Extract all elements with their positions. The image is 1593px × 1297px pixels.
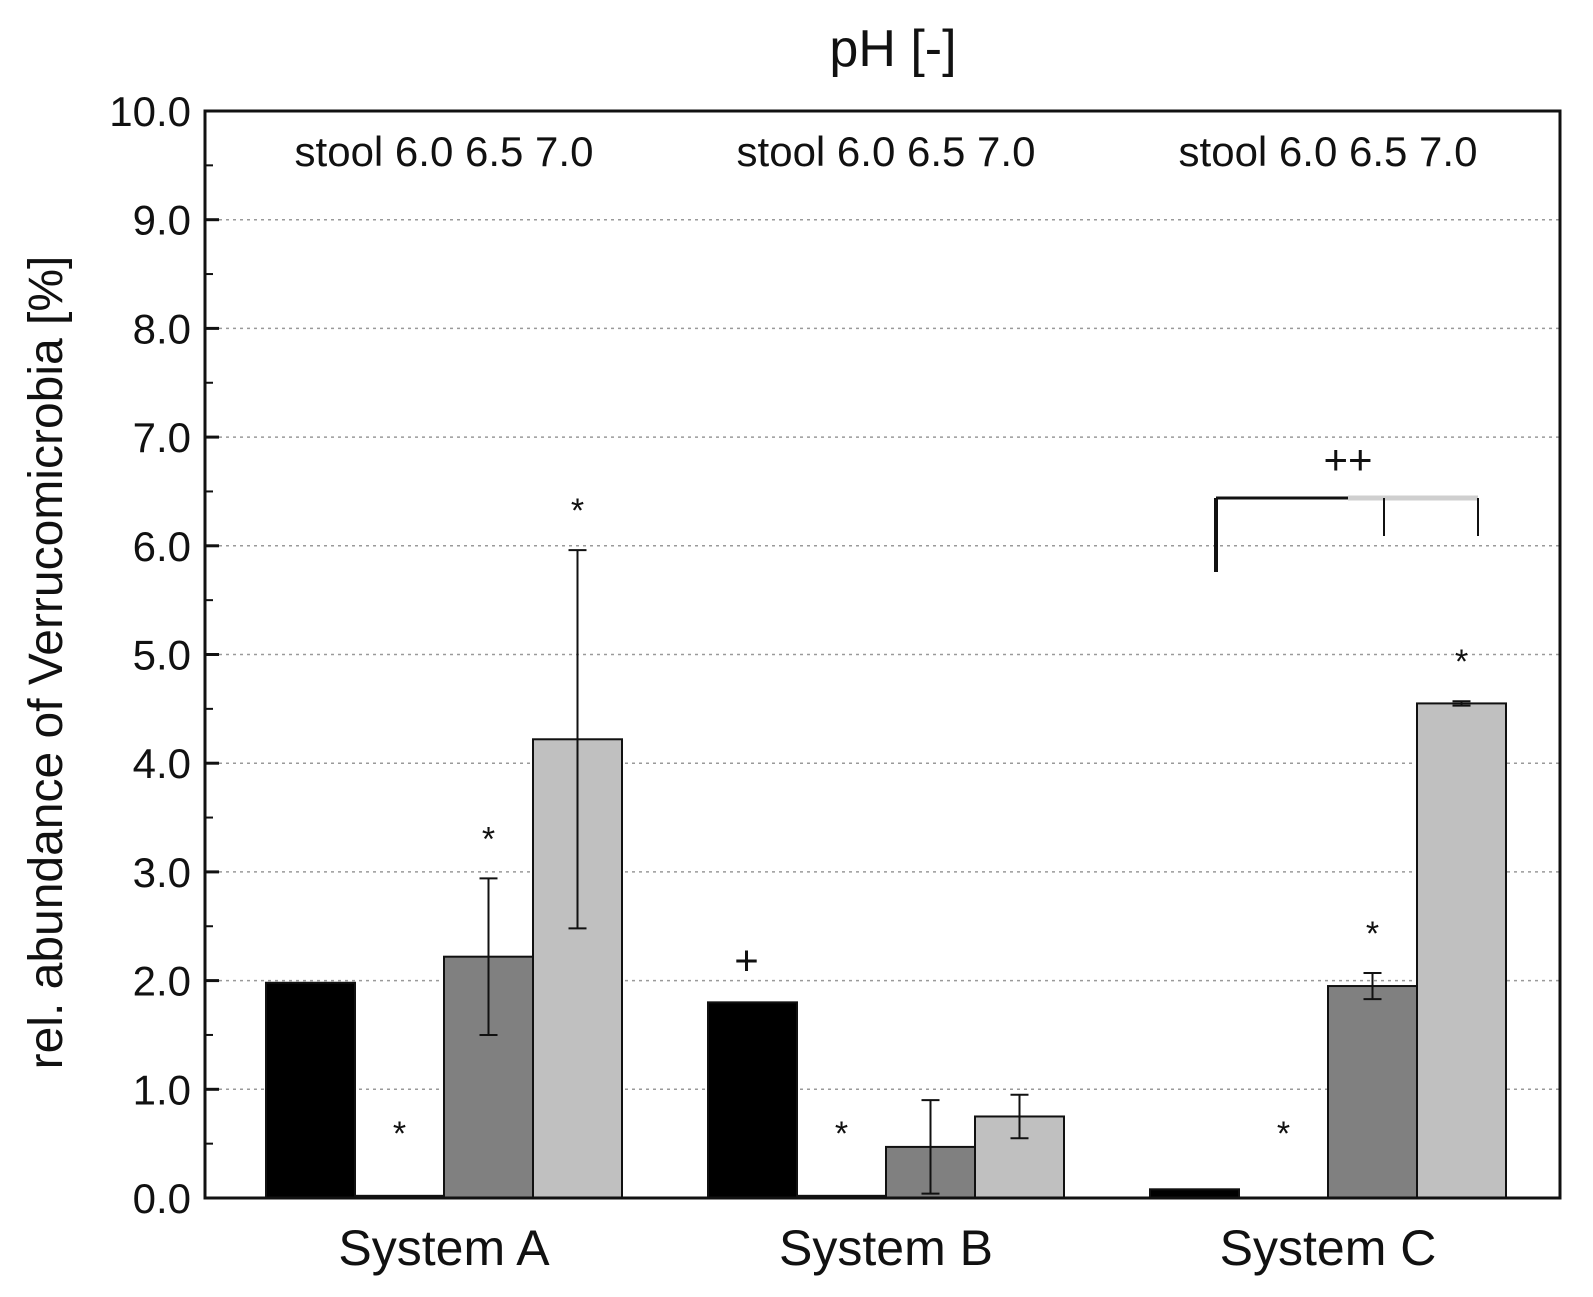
significance-marker: * [482,820,495,858]
y-tick-label: 0.0 [133,1175,191,1222]
bar-stool-2 [707,1001,798,1200]
y-tick-label: 9.0 [133,197,191,244]
y-tick-label: 6.0 [133,523,191,570]
y-tick-label: 7.0 [133,414,191,461]
significance-marker: * [571,492,584,530]
y-tick-label: 4.0 [133,740,191,787]
y-axis: 0.0 1.0 2.0 3.0 4.0 5.0 6.0 7.0 8.0 9.0 10.0 [109,88,219,1222]
bars [265,702,1507,1200]
bar-7-0-3 [1416,702,1507,1199]
significance-marker: * [835,1115,848,1153]
significance-marker: * [1277,1115,1290,1153]
chart-title: pH [-] [829,20,956,78]
bar-stool-1 [265,981,356,1199]
x-category-label: System A [338,1220,550,1276]
bracket-label: ++ [1323,436,1372,483]
x-category-label: System C [1220,1220,1437,1276]
significance-markers: * * * + * * * * [393,492,1468,1153]
y-tick-label: 3.0 [133,849,191,896]
group-headers: stool 6.0 6.5 7.0 stool 6.0 6.5 7.0 stool … [295,128,1478,175]
y-tick-label: 1.0 [133,1066,191,1113]
y-tick-label: 5.0 [133,632,191,679]
group-header-label: stool 6.0 6.5 7.0 [1179,128,1478,175]
bar-6-5-3 [1327,985,1418,1199]
y-axis-label: rel. abundance of Verrucomicrobia [%] [20,256,73,1070]
group-header-label: stool 6.0 6.5 7.0 [737,128,1036,175]
y-tick-label: 8.0 [133,305,191,352]
significance-bracket: ++ [1214,436,1479,572]
significance-marker: * [393,1115,406,1153]
y-tick-label: 10.0 [109,88,191,135]
error-bars [479,549,1471,1195]
significance-marker: * [1366,915,1379,953]
group-header-label: stool 6.0 6.5 7.0 [295,128,594,175]
y-tick-label: 2.0 [133,958,191,1005]
significance-marker: + [734,936,759,983]
significance-marker: * [1455,643,1468,681]
grid-lines [205,218,1560,1091]
x-category-label: System B [779,1220,993,1276]
x-axis: System A System B System C [338,1220,1436,1276]
